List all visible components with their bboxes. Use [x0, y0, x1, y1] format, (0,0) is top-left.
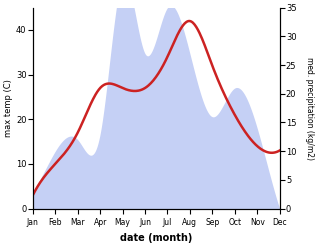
Y-axis label: med. precipitation (kg/m2): med. precipitation (kg/m2)	[305, 57, 314, 160]
Y-axis label: max temp (C): max temp (C)	[4, 79, 13, 137]
X-axis label: date (month): date (month)	[120, 233, 192, 243]
